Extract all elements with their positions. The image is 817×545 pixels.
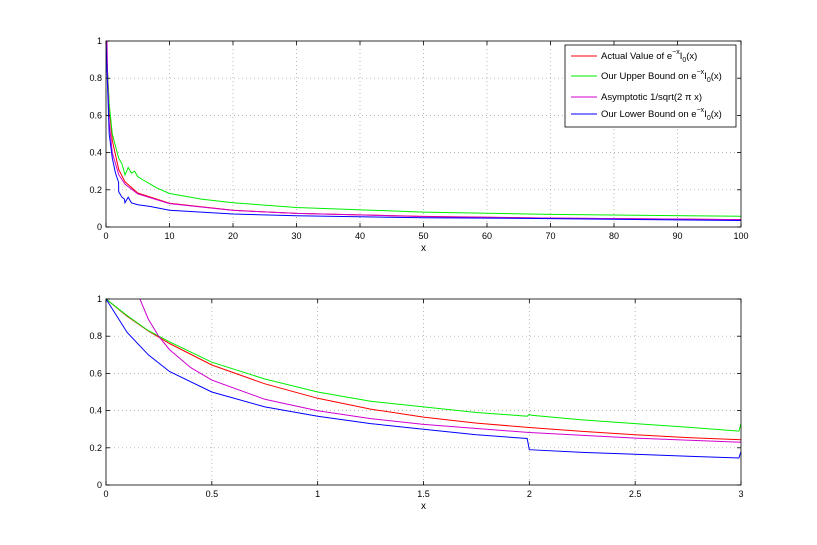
x-tick-label: 10 xyxy=(164,231,174,241)
lower-plot: 0 0.5 1 1.5 2 2.5 3 0 0.2 0.4 0.6 0.8 1 x xyxy=(89,294,743,512)
x-tick-label: 0.5 xyxy=(206,489,219,499)
series-group xyxy=(106,299,741,459)
x-tick-label: 60 xyxy=(482,231,492,241)
series-line-1 xyxy=(106,299,741,432)
x-tick-label: 70 xyxy=(545,231,555,241)
series-line-0 xyxy=(106,299,741,441)
x-tick-label: 1.5 xyxy=(417,489,430,499)
y-tick-label: 0.6 xyxy=(89,368,102,378)
y-tick-label: 0.2 xyxy=(89,185,102,195)
x-tick-label: 3 xyxy=(738,489,743,499)
y-tick-label: 0.4 xyxy=(89,148,102,158)
y-tick-label: 0.8 xyxy=(89,73,102,83)
legend-label-2: Asymptotic 1/sqrt(2 π x) xyxy=(601,92,702,103)
y-tick-label: 1 xyxy=(97,36,102,46)
x-tick-label: 90 xyxy=(672,231,682,241)
series-line-2 xyxy=(139,299,741,443)
y-tick-label: 0 xyxy=(97,222,102,232)
x-tick-label: 80 xyxy=(609,231,619,241)
x-tick-label: 0 xyxy=(103,489,108,499)
legend-box xyxy=(564,44,737,128)
x-tick-label: 20 xyxy=(228,231,238,241)
legend-label-3: Our Lower Bound on e−xI0(x) xyxy=(601,107,722,122)
x-tick-label: 100 xyxy=(733,231,748,241)
x-axis-label: x xyxy=(421,501,426,512)
series-line-3 xyxy=(106,299,741,459)
series-group xyxy=(106,41,741,221)
upper-plot: 0 10 20 30 40 50 60 70 80 90 100 0 0.2 0.4 0.6 0.8 1 x Act… xyxy=(89,36,748,254)
x-tick-label: 2 xyxy=(527,489,532,499)
legend-label-0: Actual Value of e−xI0(x) xyxy=(601,49,697,64)
x-tick-label: 2.5 xyxy=(629,489,642,499)
x-tick-label: 40 xyxy=(355,231,365,241)
y-tick-label: 0.4 xyxy=(89,406,102,416)
y-tick-label: 0.2 xyxy=(89,443,102,453)
x-tick-label: 1 xyxy=(315,489,320,499)
series-line-1 xyxy=(106,41,741,217)
legend-label-1: Our Upper Bound on e−xI0(x) xyxy=(601,69,722,84)
x-tick-label: 30 xyxy=(291,231,301,241)
legend: Actual Value of e−xI0(x) Our Upper Bound … xyxy=(564,44,737,128)
x-tick-label: 50 xyxy=(418,231,428,241)
y-tick-label: 0.8 xyxy=(89,331,102,341)
series-line-3 xyxy=(106,41,741,221)
y-tick-label: 0 xyxy=(97,480,102,490)
y-tick-label: 0.6 xyxy=(89,110,102,120)
y-tick-label: 1 xyxy=(97,294,102,304)
x-axis-label: x xyxy=(421,243,426,254)
x-tick-label: 0 xyxy=(103,231,108,241)
